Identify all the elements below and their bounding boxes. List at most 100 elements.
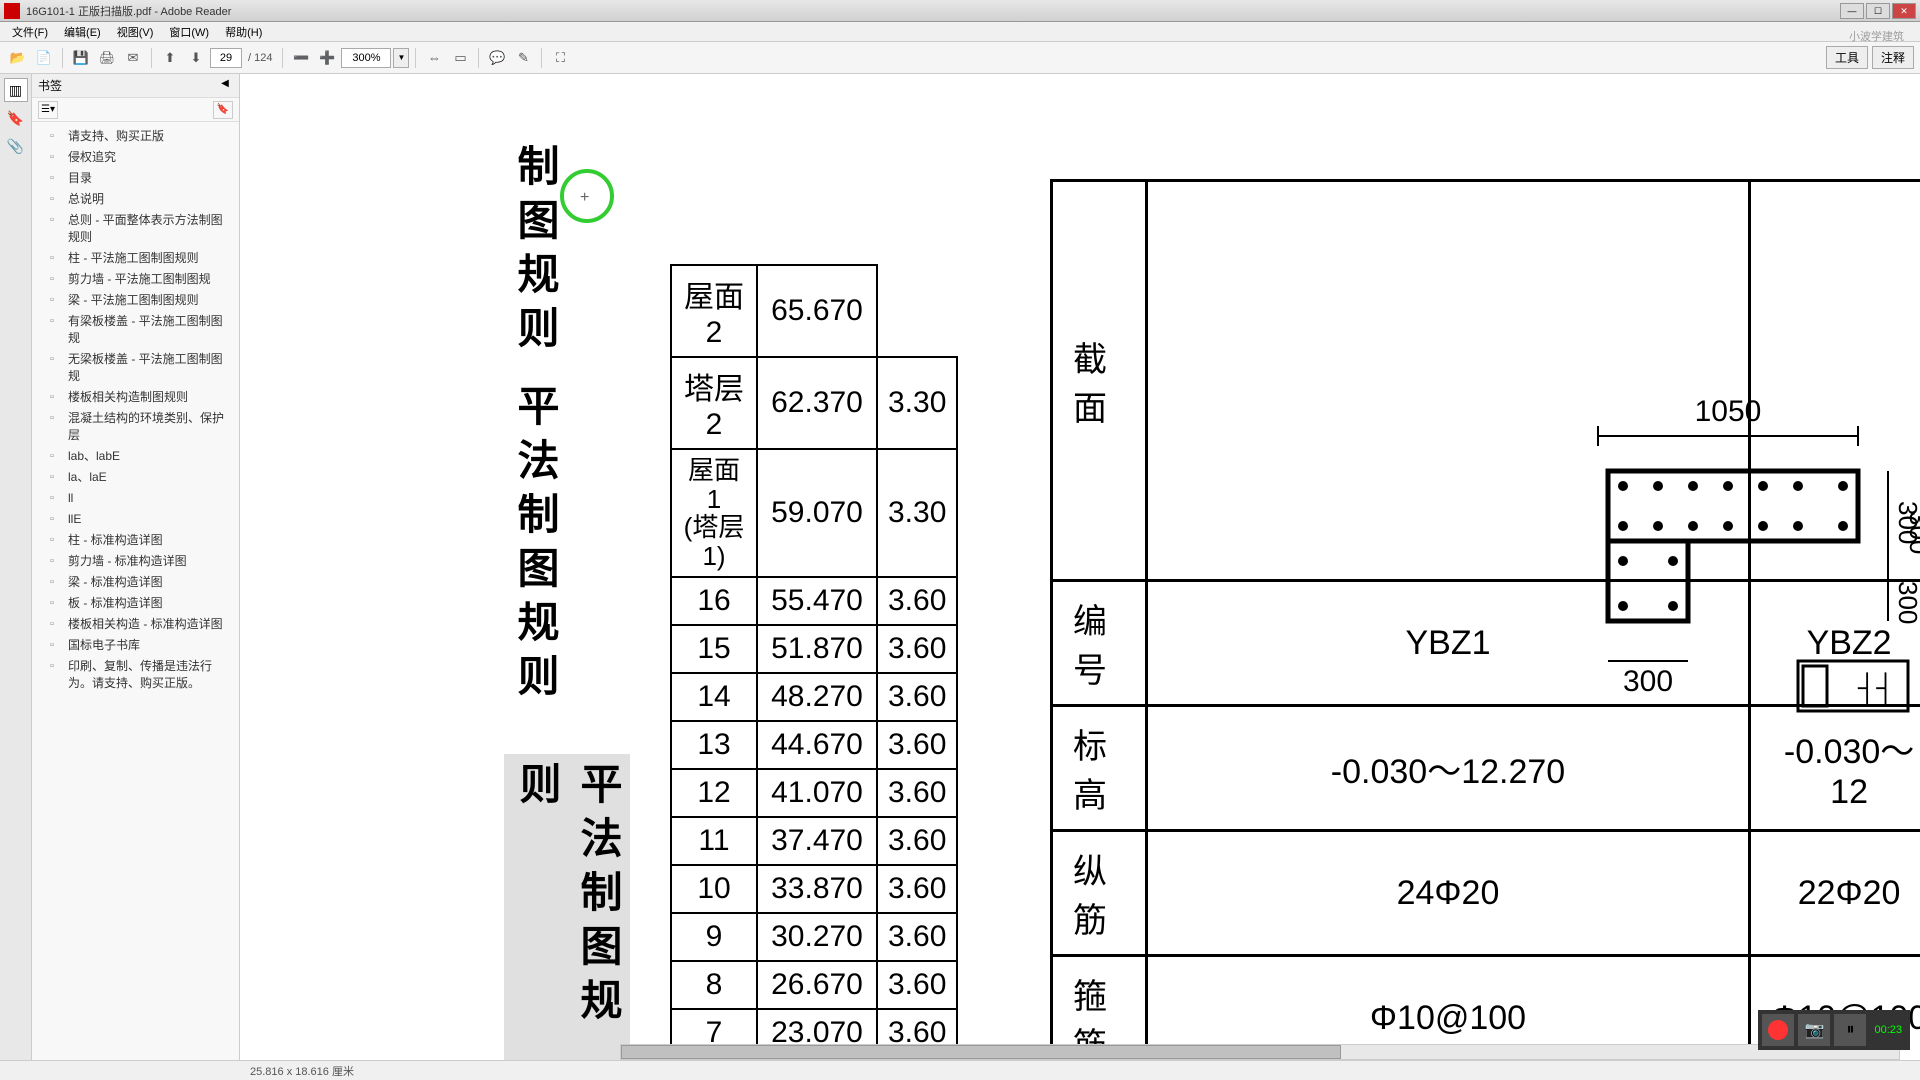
spec-row-elev-label: 标 高 <box>1052 706 1147 831</box>
bookmark-label: 楼板相关构造制图规则 <box>68 389 233 406</box>
bookmark-item[interactable]: ▫lab、labE <box>32 446 239 467</box>
zoom-out-icon[interactable]: ➖ <box>289 46 313 70</box>
maximize-button[interactable]: ☐ <box>1866 3 1890 19</box>
bookmark-item[interactable]: ▫印刷、复制、传播是违法行为。请支持、购买正版。 <box>32 656 239 694</box>
close-button[interactable]: ✕ <box>1892 3 1916 19</box>
toolbar: 📂 📄 💾 🖨 ✉ ⬆ ⬇ / 124 ➖ ➕ ▼ ⇔ ▭ 💬 ✎ ⛶ 工具 注… <box>0 42 1920 74</box>
bookmark-label: 柱 - 平法施工图制图规则 <box>68 250 233 267</box>
highlight-icon[interactable]: ✎ <box>511 46 535 70</box>
open-file-icon[interactable]: 📂 <box>6 46 30 70</box>
elevation-cell: 3.60 <box>877 625 957 673</box>
zoom-input[interactable] <box>341 48 391 68</box>
bookmark-label: 请支持、购买正版 <box>68 128 233 145</box>
bookmark-item[interactable]: ▫ll <box>32 488 239 509</box>
record-dot-icon <box>1768 1020 1788 1040</box>
bookmark-label: 国标电子书库 <box>68 637 233 654</box>
bookmark-item[interactable]: ▫柱 - 标准构造详图 <box>32 530 239 551</box>
bookmark-item[interactable]: ▫总则 - 平面整体表示方法制图规则 <box>32 210 239 248</box>
title-bar: 16G101-1 正版扫描版.pdf - Adobe Reader — ☐ ✕ <box>0 0 1920 22</box>
page-up-icon[interactable]: ⬆ <box>158 46 182 70</box>
bookmark-icon: ▫ <box>50 191 64 205</box>
attachments-tab-icon[interactable]: 📎 <box>4 134 28 158</box>
svg-text:300: 300 <box>1904 511 1920 554</box>
page-number-input[interactable] <box>210 48 242 68</box>
bookmark-item[interactable]: ▫梁 - 平法施工图制图规则 <box>32 290 239 311</box>
bookmark-item[interactable]: ▫剪力墙 - 平法施工图制图规 <box>32 269 239 290</box>
fit-width-icon[interactable]: ⇔ <box>422 46 446 70</box>
bookmarks-tab-icon[interactable]: 🔖 <box>4 106 28 130</box>
menu-file[interactable]: 文件(F) <box>4 22 56 42</box>
ybz2-section-drawing: 1200 300 <box>1849 381 1920 761</box>
elevation-cell: 3.60 <box>877 817 957 865</box>
bookmark-label: 目录 <box>68 170 233 187</box>
bookmark-label: la、laE <box>68 469 233 486</box>
bookmark-item[interactable]: ▫有梁板楼盖 - 平法施工图制图规 <box>32 311 239 349</box>
comment-icon[interactable]: 💬 <box>485 46 509 70</box>
spec-ybz2-long: 22Φ20 <box>1750 831 1920 956</box>
recorder-pause-icon[interactable]: ⏸ <box>1834 1014 1866 1046</box>
bookmarks-list[interactable]: ▫请支持、购买正版▫侵权追究▫目录▫总说明▫总则 - 平面整体表示方法制图规则▫… <box>32 122 239 1060</box>
window-controls: — ☐ ✕ <box>1840 3 1916 19</box>
menu-window[interactable]: 窗口(W) <box>161 22 217 42</box>
bookmark-item[interactable]: ▫板 - 标准构造详图 <box>32 593 239 614</box>
bookmark-item[interactable]: ▫la、laE <box>32 467 239 488</box>
tools-button[interactable]: 工具 <box>1826 46 1868 69</box>
bookmark-label: 梁 - 标准构造详图 <box>68 574 233 591</box>
cursor-crosshair: + <box>580 189 589 207</box>
side-tabs: ▥ 🔖 📎 <box>0 74 32 1060</box>
bookmark-item[interactable]: ▫无梁板楼盖 - 平法施工图制图规 <box>32 349 239 387</box>
bookmark-item[interactable]: ▫混凝土结构的环境类别、保护层 <box>32 408 239 446</box>
fit-page-icon[interactable]: ▭ <box>448 46 472 70</box>
bookmark-new-icon[interactable]: 🔖 <box>213 101 233 119</box>
elevation-cell: 44.670 <box>757 721 877 769</box>
bookmark-item[interactable]: ▫柱 - 平法施工图制图规则 <box>32 248 239 269</box>
menu-help[interactable]: 帮助(H) <box>217 22 270 42</box>
elevation-cell: 14 <box>671 673 757 721</box>
zoom-in-icon[interactable]: ➕ <box>315 46 339 70</box>
record-button[interactable] <box>1762 1014 1794 1046</box>
page-down-icon[interactable]: ⬇ <box>184 46 208 70</box>
elevation-cell: 10 <box>671 865 757 913</box>
bookmark-item[interactable]: ▫楼板相关构造 - 标准构造详图 <box>32 614 239 635</box>
bookmark-icon: ▫ <box>50 292 64 306</box>
bookmark-label: 剪力墙 - 标准构造详图 <box>68 553 233 570</box>
create-pdf-icon[interactable]: 📄 <box>32 46 56 70</box>
bookmark-item[interactable]: ▫梁 - 标准构造详图 <box>32 572 239 593</box>
bookmark-icon: ▫ <box>50 170 64 184</box>
bookmark-icon: ▫ <box>50 532 64 546</box>
read-mode-icon[interactable]: ⛶ <box>548 46 572 70</box>
scrollbar-thumb[interactable] <box>621 1045 1341 1059</box>
bookmark-label: 印刷、复制、传播是违法行为。请支持、购买正版。 <box>68 658 233 692</box>
bookmark-item[interactable]: ▫楼板相关构造制图规则 <box>32 387 239 408</box>
elevation-cell: 3.60 <box>877 673 957 721</box>
bookmark-item[interactable]: ▫请支持、购买正版 <box>32 126 239 147</box>
bookmark-item[interactable]: ▫侵权追究 <box>32 147 239 168</box>
bookmark-icon: ▫ <box>50 351 64 365</box>
document-viewport[interactable]: + 制图规则 平法制图规则 平法制图规则 屋面265.670塔层262.3703… <box>240 74 1920 1060</box>
email-icon[interactable]: ✉ <box>121 46 145 70</box>
bookmark-icon: ▫ <box>50 271 64 285</box>
bookmarks-collapse-icon[interactable]: ◀ <box>217 78 233 94</box>
zoom-dropdown-icon[interactable]: ▼ <box>393 48 409 68</box>
comment-button[interactable]: 注释 <box>1872 46 1914 69</box>
recorder-camera-icon[interactable]: 📷 <box>1798 1014 1830 1046</box>
bookmark-item[interactable]: ▫剪力墙 - 标准构造详图 <box>32 551 239 572</box>
bookmark-item[interactable]: ▫总说明 <box>32 189 239 210</box>
vertical-heading-1: 制图规则 <box>504 144 565 360</box>
bookmark-item[interactable]: ▫llE <box>32 509 239 530</box>
menu-edit[interactable]: 编辑(E) <box>56 22 109 42</box>
menu-view[interactable]: 视图(V) <box>109 22 162 42</box>
print-icon[interactable]: 🖨 <box>95 46 119 70</box>
watermark: 小波学建筑 <box>1849 28 1904 44</box>
bookmark-icon: ▫ <box>50 637 64 651</box>
bookmark-item[interactable]: ▫ 目录 <box>32 168 239 189</box>
status-bar: 25.816 x 18.616 厘米 <box>0 1060 1920 1080</box>
horizontal-scrollbar[interactable] <box>620 1044 1900 1060</box>
thumbnails-tab-icon[interactable]: ▥ <box>4 78 28 102</box>
minimize-button[interactable]: — <box>1840 3 1864 19</box>
bookmarks-tools: ☰▾ 🔖 <box>32 98 239 122</box>
bookmark-item[interactable]: ▫ 国标电子书库 <box>32 635 239 656</box>
save-icon[interactable]: 💾 <box>69 46 93 70</box>
bookmark-options-icon[interactable]: ☰▾ <box>38 101 58 119</box>
elevation-cell: 3.60 <box>877 913 957 961</box>
